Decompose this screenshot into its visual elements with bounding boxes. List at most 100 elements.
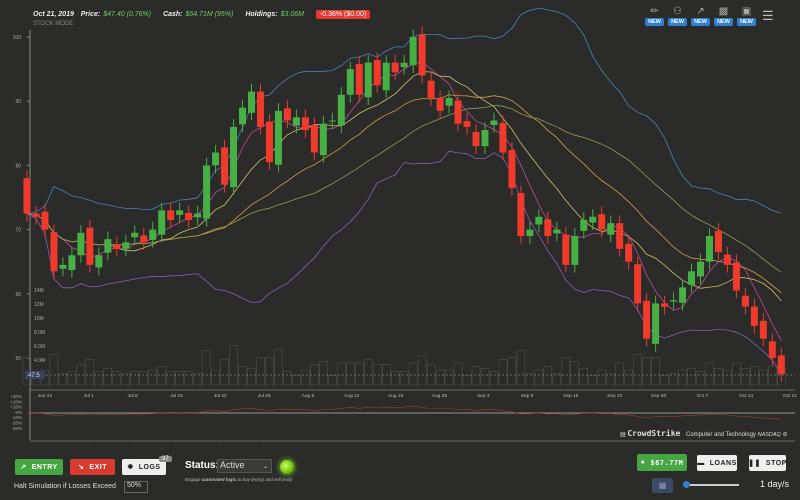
candle [212,152,220,166]
date-tick: Sep 23 [607,393,623,399]
hamburger-icon[interactable]: ☰ [762,8,774,23]
volume-bar [579,368,589,386]
loans-button[interactable]: ▬ LOANS [697,455,737,471]
candle [95,255,103,268]
card-icon: ▬ [697,459,705,467]
logs-count-badge: 37 [159,456,172,462]
stop-label: STOP [765,459,787,467]
speed-slider[interactable] [686,484,739,486]
trend-down-icon: ↘ [78,464,85,471]
robot-icon: ▣ [741,6,752,17]
brush-icon: ✏ [650,6,659,17]
sma-20 [26,94,782,294]
volume-bar [534,369,544,386]
date-tick: Oct 14 [739,444,753,445]
toolbar: ✏ NEW ⚇ NEW ↗ NEW ▩ NEW ▣ NEW [645,6,756,26]
date-tick: Jul 8 [128,393,138,399]
mode-label: STOCK MODE [33,21,74,27]
date-tick: Jul 8 [128,444,138,445]
status-value: Active [220,460,245,470]
volume-bar [516,350,526,386]
candle [697,261,704,277]
status-select[interactable]: Active ⌄ [217,459,272,473]
grid-view-button[interactable]: ▦ [652,478,673,493]
candle [185,212,193,220]
halt-value: 50% [127,482,142,489]
pct-tick: +20% [10,399,22,404]
robot-tool[interactable]: ▣ NEW [737,6,756,26]
halt-threshold-select[interactable]: 50% [124,481,148,493]
speed-slider-handle[interactable] [683,481,690,488]
status-label: Status: [185,460,219,471]
date-tick: Jun 24 [38,393,53,399]
date-tick: Oct 7 [697,393,709,399]
candle [131,232,139,238]
price-chart[interactable]: 100 90 80 70 60 50 14M 12M 10M 8.0M 6.0M 4.0M +30%+2… [0,0,800,445]
volume-bar [606,373,615,386]
volume-bar [444,369,454,386]
logs-button[interactable]: ✹ LOGS [122,459,166,475]
volume-bar [76,364,86,386]
hide-icon[interactable]: ⊘ [782,432,788,438]
candle [140,235,148,243]
date-tick: Aug 5 [302,393,315,399]
entry-button[interactable]: ↗ ENTRY [15,459,63,475]
date-tick: Jul 15 [170,444,183,445]
volume-bar [696,371,705,386]
exit-button[interactable]: ↘ EXIT [70,459,115,475]
candle [589,216,597,223]
holdings-label: Holdings: [245,11,278,18]
volume-bar [148,369,157,386]
blocks-tool[interactable]: ▩ NEW [714,6,733,26]
candle [741,295,749,307]
candle [481,130,489,147]
price-tick: 50 [15,356,21,362]
date-tick: Aug 26 [432,444,448,445]
candle [427,80,435,98]
volume-bar [301,369,310,386]
candle [535,216,543,225]
engage-hint: Engage automated logic to buy (entry) an… [185,477,293,482]
volume-bar [417,355,427,386]
candle [409,37,417,66]
loans-label: LOANS [709,459,737,467]
volume-bar [247,368,256,386]
candle [104,239,112,253]
candle [122,242,130,249]
stop-button[interactable]: ❚❚ STOP [748,455,787,471]
volume-bar [130,371,140,386]
volume-bar [238,366,247,386]
candle [508,149,516,188]
candle [355,63,363,95]
price-tick: 100 [13,35,22,41]
volume-bar [355,362,364,386]
volume-bar [211,369,220,386]
volume-bar [319,361,328,386]
brush-tool[interactable]: ✏ NEW [645,6,664,26]
volume-bar [435,369,445,386]
volume-bar [94,371,104,386]
new-badge: NEW [737,18,756,26]
volume-bar [543,366,553,386]
candle [292,117,300,126]
candle [454,100,462,124]
chevron-down-icon: ⌄ [262,464,268,470]
trend-tool[interactable]: ↗ NEW [691,6,710,26]
volume-bar [292,375,301,386]
trend-icon: ↗ [696,6,705,17]
company-info: ▤ CrowdStrike Computer and Technology NA… [620,429,788,438]
price-tick: 90 [15,99,21,105]
volume-bar [49,354,59,386]
volume-bar [660,375,669,386]
volume-bar [768,366,777,386]
candle [328,120,336,122]
volume-bar [615,362,624,386]
volume-bar [103,368,113,386]
logs-label: LOGS [138,463,161,471]
volume-bar [157,366,166,386]
people-tool[interactable]: ⚇ NEW [668,6,687,26]
pct-tick: +30% [10,394,22,399]
cash-button[interactable]: ● $67.77M [637,454,687,471]
candle [499,123,507,153]
date-tick: Jul 1 [84,393,94,399]
